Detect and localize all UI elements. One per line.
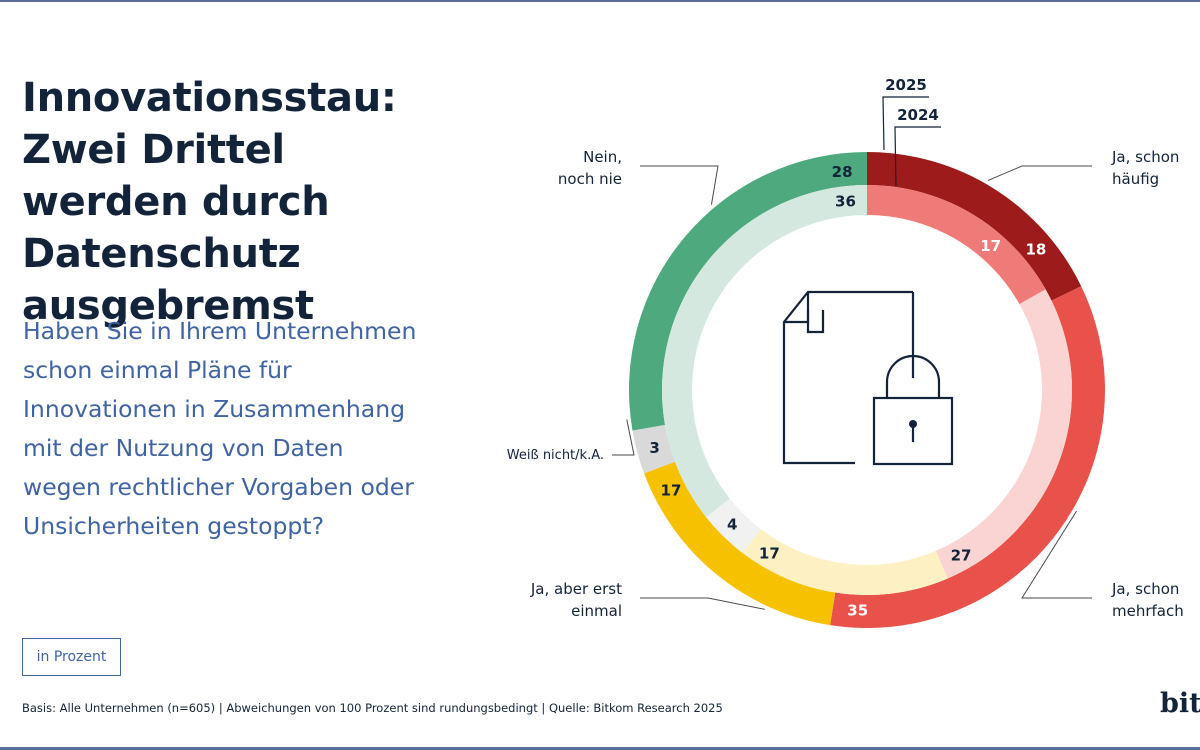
footnote: Basis: Alle Unternehmen (n=605) | Abweic… (22, 701, 723, 715)
year-leader-inner_ring (894, 126, 941, 187)
unit-note: in Prozent (22, 638, 121, 676)
category-label-ja-aber-erst-einmal-line-2: einmal (571, 602, 622, 620)
slice-2025-ja-schon-haeufig (867, 152, 1082, 301)
slice-2025-weiss-nicht-k-a (632, 424, 675, 474)
chart-labels: 18 35 17 3 28 17 27 17 4 36 Ja, schon häufig Ja, sch… (507, 76, 1184, 620)
leader-line-weiss-nicht-k-a (612, 419, 635, 456)
category-label-ja-schon-mehrfach-line-1: Ja, schon (1111, 580, 1179, 598)
leader-lines (612, 96, 1092, 610)
value-label-2025-ja-schon-mehrfach: 35 (847, 601, 868, 619)
document-lock-icon (782, 290, 954, 466)
slice-2025-nein-noch-nie (629, 152, 867, 431)
year-label-inner_ring: 2024 (897, 106, 939, 124)
value-label-2025-nein-noch-nie: 28 (832, 163, 853, 181)
category-label-weiss-nicht-k-a: Weiß nicht/k.A. (507, 448, 604, 463)
slice-2024-ja-schon-haeufig (867, 185, 1046, 305)
slice-2024-nein-noch-nie (662, 185, 867, 518)
category-label-ja-schon-haeufig-line-1: Ja, schon (1111, 148, 1179, 166)
year-label-outer_ring: 2025 (885, 76, 927, 94)
outer-ring-2025 (629, 152, 1106, 628)
year-leader-outer_ring (882, 96, 929, 151)
value-label-2024-ja-schon-mehrfach: 27 (951, 547, 972, 565)
page-title: Innovationsstau: Zwei Drittel werden dur… (22, 75, 397, 329)
category-label-nein-noch-nie-line-1: Nein, (583, 148, 622, 166)
bitkom-logo: bitkom (1160, 688, 1200, 719)
value-label-2025-ja-aber-erst-einmal: 17 (661, 481, 682, 499)
category-label-ja-aber-erst-einmal-line-1: Ja, aber erst (530, 580, 622, 598)
leader-line-ja-schon-haeufig (987, 165, 1092, 181)
leader-line-nein-noch-nie (640, 165, 719, 205)
slice-2025-ja-schon-mehrfach (830, 286, 1106, 628)
slice-2024-ja-schon-mehrfach (935, 289, 1072, 579)
value-label-2025-ja-schon-haeufig: 18 (1025, 241, 1046, 259)
slice-2024-ja-aber-erst-einmal (742, 528, 948, 595)
value-label-2024-nein-noch-nie: 36 (835, 193, 856, 211)
leader-line-ja-schon-mehrfach (1021, 510, 1092, 599)
category-label-ja-schon-haeufig-line-2: häufig (1112, 170, 1159, 188)
value-label-2024-ja-schon-haeufig: 17 (980, 237, 1001, 255)
bottom-border (0, 747, 1200, 750)
leader-line-ja-aber-erst-einmal (640, 597, 765, 610)
value-label-2024-ja-aber-erst-einmal: 17 (759, 544, 780, 562)
value-label-2025-weiss-nicht-k-a: 3 (649, 439, 659, 457)
value-label-2024-weiss-nicht-k-a: 4 (727, 515, 737, 533)
slice-2025-ja-aber-erst-einmal (644, 461, 836, 626)
category-label-ja-schon-mehrfach-line-2: mehrfach (1112, 602, 1184, 620)
inner-ring-2024 (662, 185, 1072, 595)
top-border (0, 0, 1200, 2)
category-label-nein-noch-nie-line-2: noch nie (558, 170, 622, 188)
survey-question: Haben Sie in Ihrem Unternehmen schon ein… (23, 317, 417, 540)
slice-2024-weiss-nicht-k-a (706, 498, 761, 553)
